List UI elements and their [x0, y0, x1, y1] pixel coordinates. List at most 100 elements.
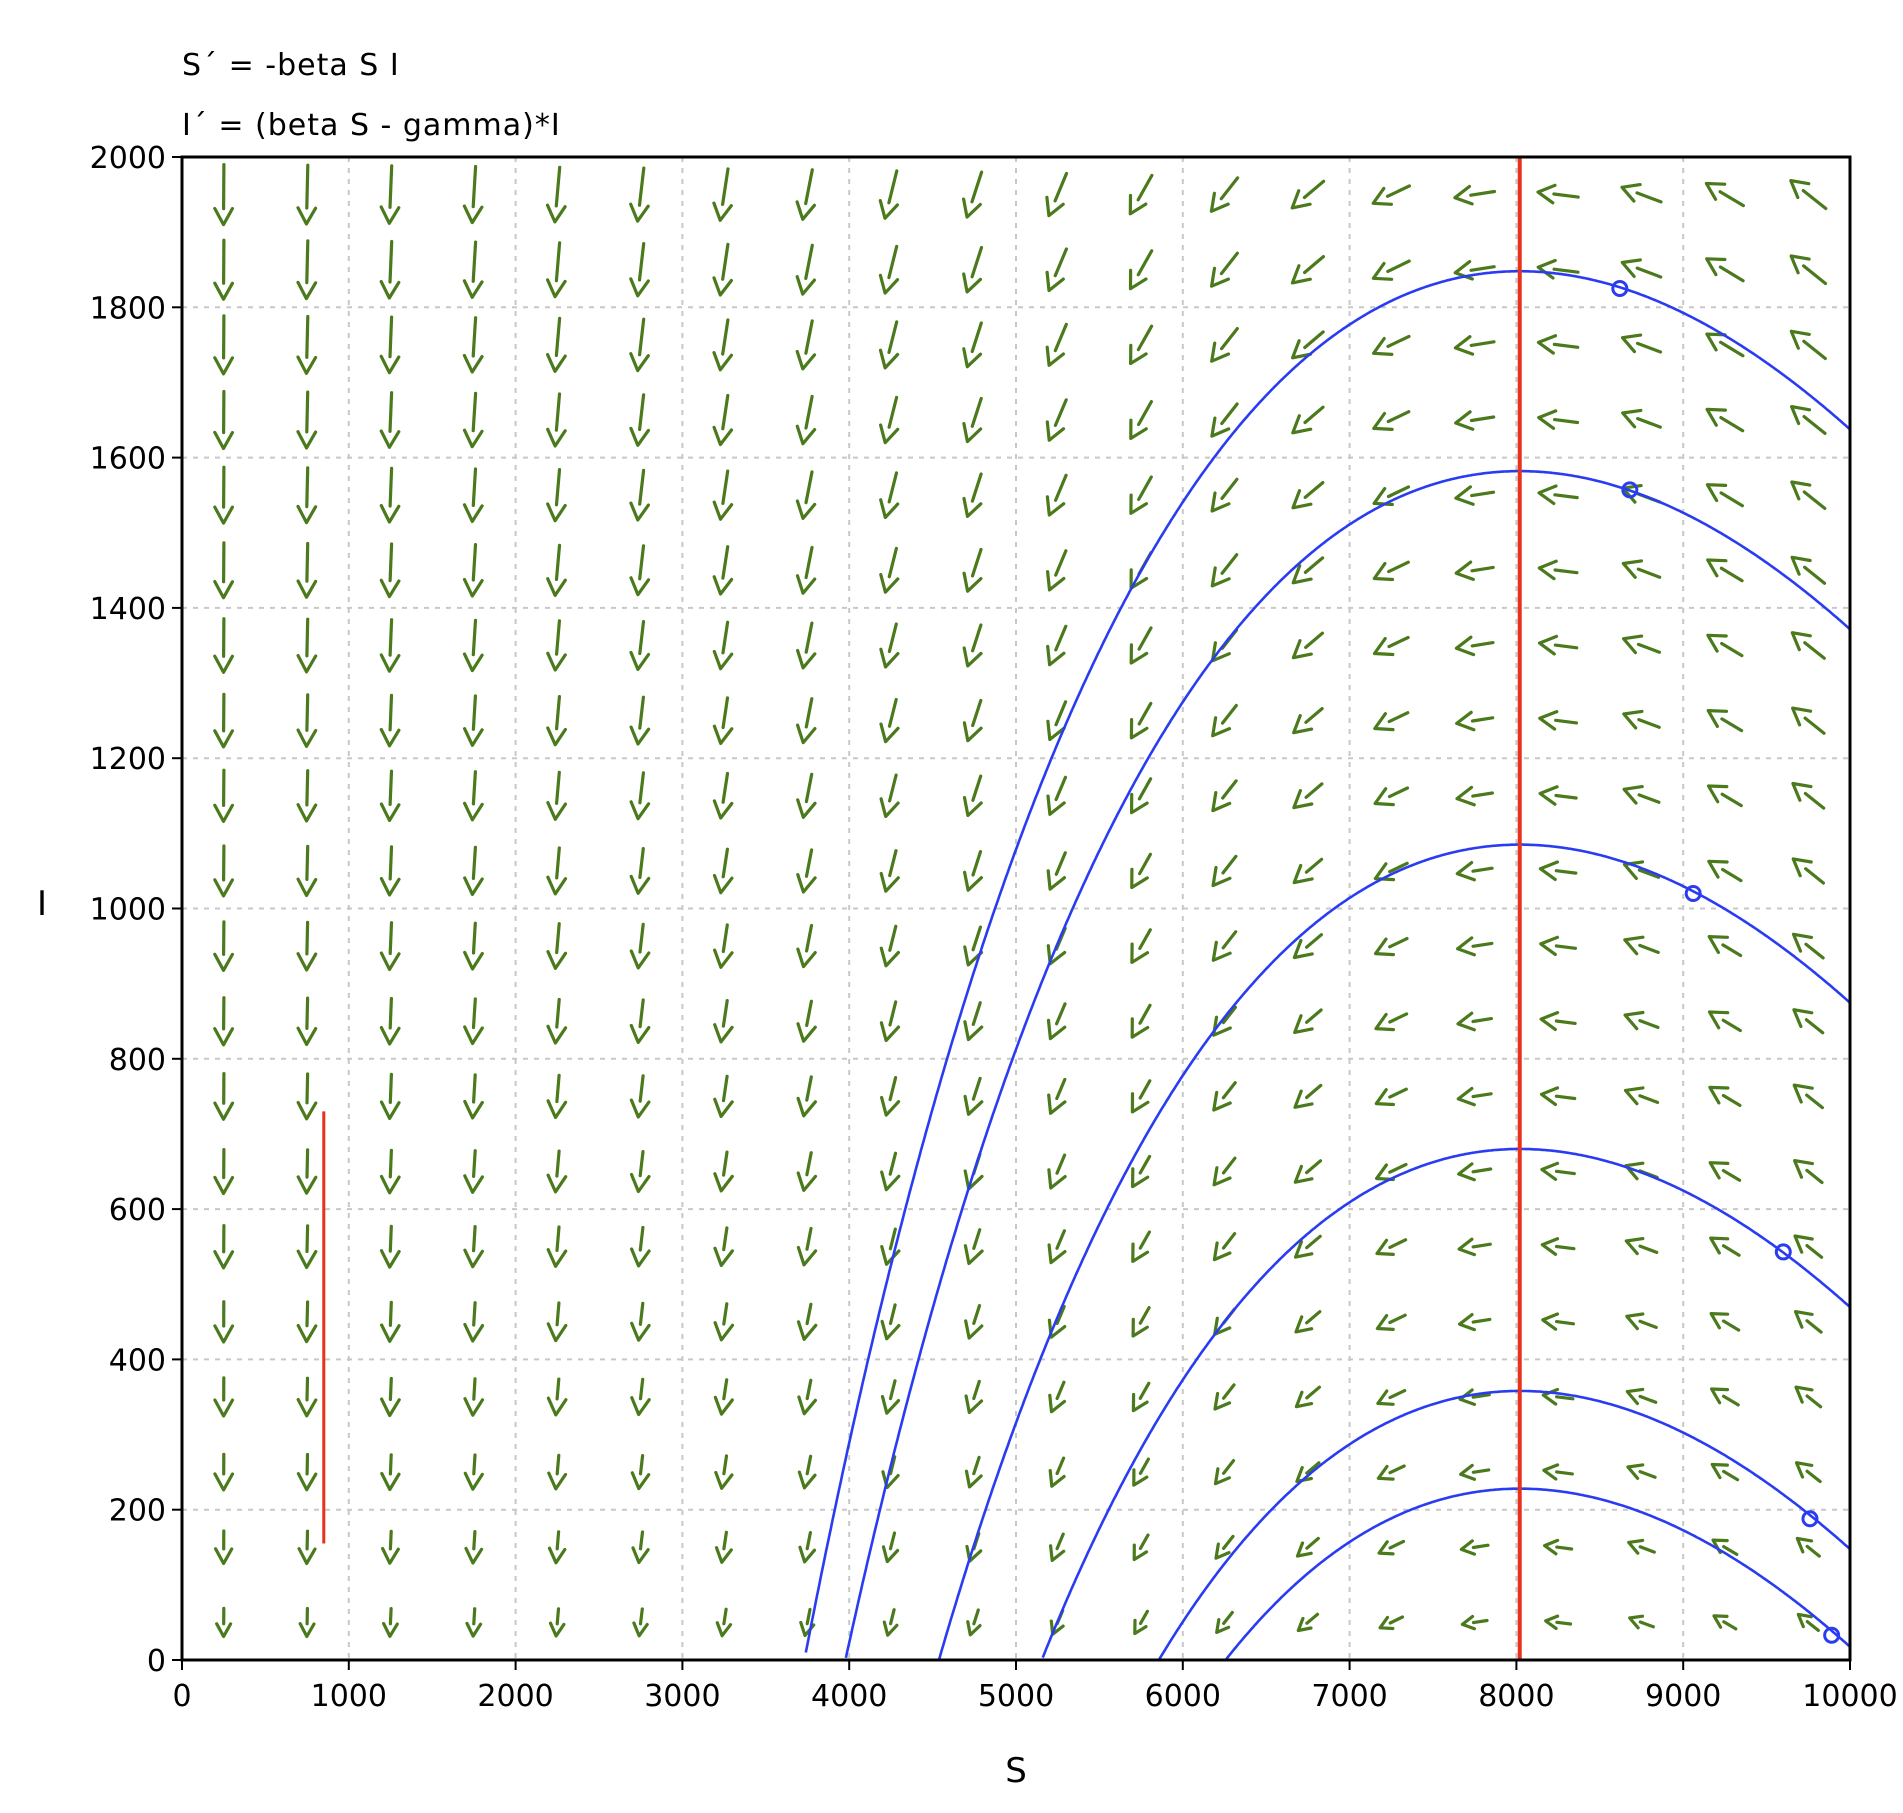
field-arrow	[1544, 1614, 1573, 1630]
field-arrow	[213, 1376, 235, 1418]
field-arrow	[1791, 706, 1826, 735]
field-arrow	[379, 1224, 401, 1269]
field-arrow	[1457, 1162, 1493, 1182]
field-arrow	[1291, 556, 1325, 585]
field-arrow	[714, 1530, 733, 1564]
field-arrow	[713, 1302, 735, 1342]
field-arrow	[296, 163, 318, 226]
field-arrow	[962, 774, 983, 818]
x-tick-label: 0	[172, 1679, 191, 1714]
field-arrow	[1707, 935, 1743, 958]
field-arrow	[630, 1377, 651, 1417]
field-arrow	[714, 1454, 734, 1490]
field-arrow	[379, 618, 401, 673]
field-arrow	[963, 1076, 984, 1116]
field-arrow	[546, 997, 568, 1045]
field-arrow	[713, 1226, 734, 1267]
field-arrow	[795, 394, 817, 446]
field-arrow	[1046, 700, 1068, 742]
field-arrow	[1378, 1615, 1405, 1631]
direction-field-arrows	[213, 163, 1828, 1639]
field-arrow	[1626, 1463, 1657, 1480]
field-arrow	[1709, 1312, 1741, 1332]
field-arrow	[1371, 184, 1411, 206]
field-arrow	[379, 996, 401, 1046]
field-arrow	[379, 466, 401, 524]
field-arrow	[964, 1304, 984, 1340]
field-arrow	[213, 1148, 235, 1196]
field-arrow	[880, 1151, 901, 1192]
field-arrow	[1131, 1381, 1151, 1413]
field-arrow	[1046, 624, 1068, 667]
x-tick-label: 4000	[811, 1679, 887, 1714]
field-arrow	[879, 546, 900, 594]
field-arrow	[1790, 480, 1827, 510]
field-arrow	[795, 319, 817, 371]
equation-i-prime: I´ = (beta S - gamma)*I	[182, 108, 561, 143]
field-arrow	[1132, 1533, 1150, 1562]
field-arrow	[1295, 1461, 1321, 1483]
field-arrow	[879, 924, 900, 968]
field-arrow	[1706, 784, 1743, 808]
field-arrow	[712, 393, 734, 447]
field-arrow	[962, 396, 983, 444]
field-arrow	[462, 467, 484, 523]
field-arrow	[1796, 1612, 1820, 1632]
x-tick-label: 3000	[644, 1679, 720, 1714]
field-arrow	[1291, 405, 1325, 435]
field-arrow	[1374, 937, 1409, 957]
field-arrow	[1377, 1539, 1406, 1556]
field-arrow	[798, 1531, 817, 1564]
field-arrow	[1129, 475, 1153, 515]
field-arrow	[465, 1607, 483, 1638]
field-arrow	[796, 1075, 817, 1118]
field-arrow	[213, 541, 234, 600]
field-arrow	[629, 166, 650, 223]
field-arrow	[796, 848, 817, 894]
field-arrow	[962, 698, 983, 743]
field-arrow	[963, 925, 984, 967]
trajectory-curve	[1158, 1389, 1851, 1660]
field-arrow	[463, 997, 484, 1046]
field-arrow	[629, 1150, 651, 1194]
y-tick-label: 2000	[90, 141, 166, 176]
x-tick-label: 1000	[311, 1679, 387, 1714]
field-arrow	[629, 544, 651, 597]
field-arrow	[1623, 935, 1660, 956]
field-arrow	[1536, 334, 1580, 355]
field-arrow	[796, 1151, 818, 1192]
field-arrow	[1622, 785, 1661, 805]
field-arrow	[629, 317, 650, 373]
field-arrow	[463, 921, 484, 971]
field-arrow	[546, 468, 567, 523]
field-arrow	[1791, 857, 1825, 885]
field-arrow	[546, 316, 567, 373]
field-arrow	[1536, 183, 1580, 205]
field-arrow	[713, 923, 734, 969]
field-arrow	[712, 696, 734, 745]
field-arrow	[1709, 1236, 1741, 1257]
field-arrow	[379, 542, 401, 599]
field-arrow	[1295, 1536, 1320, 1558]
field-arrow	[1460, 1614, 1489, 1631]
field-arrow	[1129, 400, 1153, 440]
field-arrow	[1623, 1010, 1660, 1031]
field-arrow	[1376, 1464, 1406, 1481]
field-arrow	[1211, 779, 1238, 813]
field-arrow	[1454, 560, 1495, 581]
field-arrow	[1538, 710, 1578, 731]
field-arrow	[879, 395, 900, 445]
field-arrow	[1454, 485, 1496, 506]
field-arrow	[1292, 857, 1324, 885]
field-arrow	[715, 1607, 733, 1638]
field-arrow	[1210, 251, 1239, 288]
field-arrow	[1620, 333, 1663, 354]
field-arrow	[1130, 928, 1152, 964]
field-arrow	[1795, 1536, 1821, 1558]
field-arrow	[713, 1074, 734, 1118]
field-arrow	[712, 620, 734, 671]
field-arrow	[1453, 335, 1496, 356]
field-arrow	[1624, 1237, 1659, 1256]
field-arrow	[629, 771, 651, 821]
field-arrow	[1213, 1459, 1236, 1486]
